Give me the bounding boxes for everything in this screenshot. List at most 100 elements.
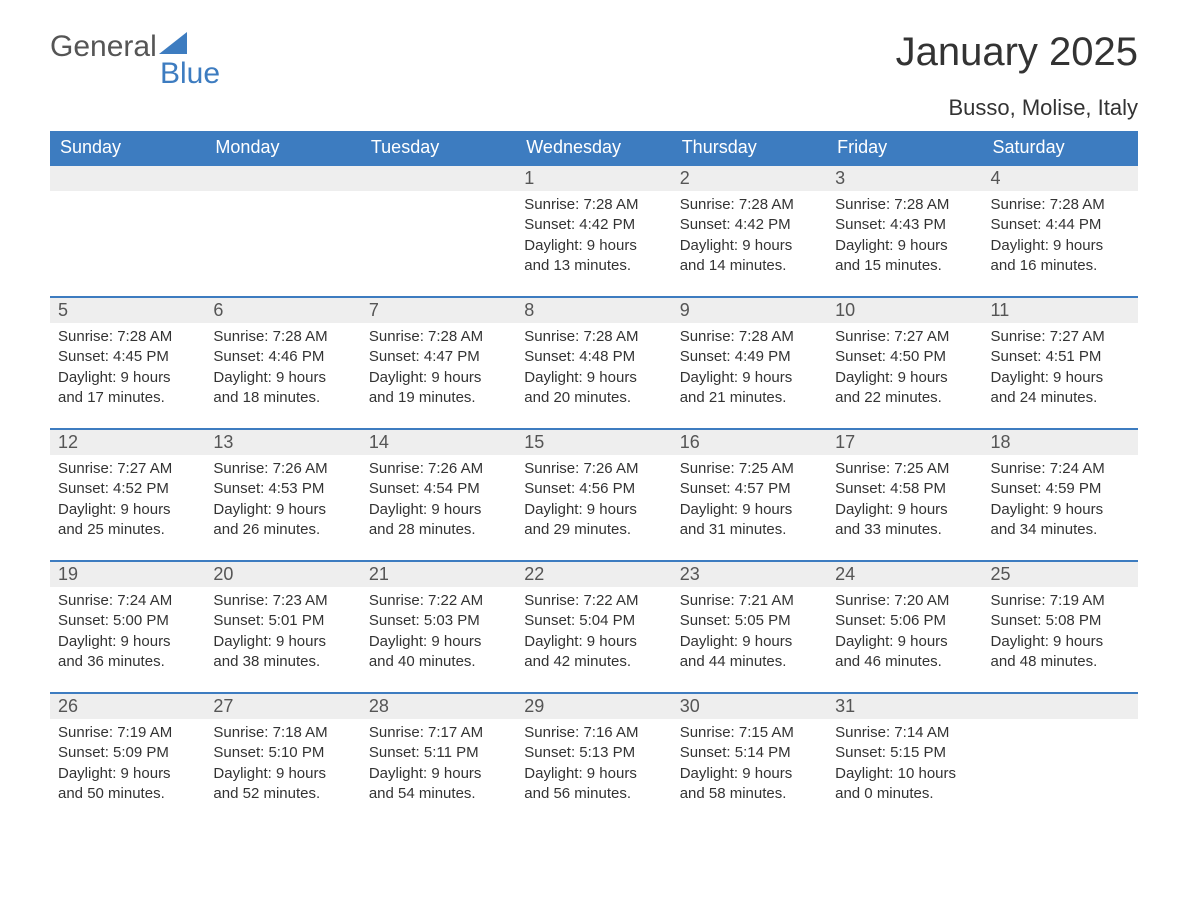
day-number: 20 [205, 560, 360, 587]
calendar-day-cell: 21Sunrise: 7:22 AMSunset: 5:03 PMDayligh… [361, 560, 516, 692]
day-body: Sunrise: 7:15 AMSunset: 5:14 PMDaylight:… [672, 719, 827, 812]
daylight-line: Daylight: 9 hours and 29 minutes. [524, 500, 663, 541]
daylight-line: Daylight: 9 hours and 44 minutes. [680, 632, 819, 673]
day-body: Sunrise: 7:28 AMSunset: 4:44 PMDaylight:… [983, 191, 1138, 284]
sunrise-line: Sunrise: 7:28 AM [835, 195, 974, 215]
calendar-day-cell: 2Sunrise: 7:28 AMSunset: 4:42 PMDaylight… [672, 164, 827, 296]
page-title: January 2025 [896, 30, 1138, 75]
day-body: Sunrise: 7:19 AMSunset: 5:08 PMDaylight:… [983, 587, 1138, 680]
logo: General Blue [50, 30, 220, 90]
empty-day-number [205, 164, 360, 191]
sunset-line: Sunset: 5:04 PM [524, 611, 663, 631]
header: General Blue January 2025 Busso, Molise,… [50, 30, 1138, 121]
calendar-day-cell: 31Sunrise: 7:14 AMSunset: 5:15 PMDayligh… [827, 692, 982, 824]
calendar-day-cell: 19Sunrise: 7:24 AMSunset: 5:00 PMDayligh… [50, 560, 205, 692]
sunset-line: Sunset: 4:52 PM [58, 479, 197, 499]
sunrise-line: Sunrise: 7:16 AM [524, 723, 663, 743]
weekday-header: Sunday [50, 131, 205, 164]
sunrise-line: Sunrise: 7:28 AM [991, 195, 1130, 215]
sunrise-line: Sunrise: 7:19 AM [991, 591, 1130, 611]
day-body: Sunrise: 7:22 AMSunset: 5:03 PMDaylight:… [361, 587, 516, 680]
day-number: 13 [205, 428, 360, 455]
sunrise-line: Sunrise: 7:28 AM [369, 327, 508, 347]
day-body: Sunrise: 7:22 AMSunset: 5:04 PMDaylight:… [516, 587, 671, 680]
day-number: 5 [50, 296, 205, 323]
day-number: 11 [983, 296, 1138, 323]
daylight-line: Daylight: 9 hours and 33 minutes. [835, 500, 974, 541]
sunset-line: Sunset: 4:51 PM [991, 347, 1130, 367]
calendar-day-cell: 29Sunrise: 7:16 AMSunset: 5:13 PMDayligh… [516, 692, 671, 824]
calendar-day-cell: 9Sunrise: 7:28 AMSunset: 4:49 PMDaylight… [672, 296, 827, 428]
day-body: Sunrise: 7:25 AMSunset: 4:57 PMDaylight:… [672, 455, 827, 548]
day-body: Sunrise: 7:20 AMSunset: 5:06 PMDaylight:… [827, 587, 982, 680]
sunset-line: Sunset: 5:09 PM [58, 743, 197, 763]
calendar-day-cell: 7Sunrise: 7:28 AMSunset: 4:47 PMDaylight… [361, 296, 516, 428]
sunset-line: Sunset: 5:11 PM [369, 743, 508, 763]
sunset-line: Sunset: 4:43 PM [835, 215, 974, 235]
calendar-week-row: 5Sunrise: 7:28 AMSunset: 4:45 PMDaylight… [50, 296, 1138, 428]
day-body: Sunrise: 7:28 AMSunset: 4:47 PMDaylight:… [361, 323, 516, 416]
sunrise-line: Sunrise: 7:27 AM [835, 327, 974, 347]
calendar-day-cell: 16Sunrise: 7:25 AMSunset: 4:57 PMDayligh… [672, 428, 827, 560]
sunrise-line: Sunrise: 7:28 AM [680, 195, 819, 215]
calendar-day-cell: 23Sunrise: 7:21 AMSunset: 5:05 PMDayligh… [672, 560, 827, 692]
daylight-line: Daylight: 9 hours and 58 minutes. [680, 764, 819, 805]
day-number: 31 [827, 692, 982, 719]
day-body: Sunrise: 7:24 AMSunset: 4:59 PMDaylight:… [983, 455, 1138, 548]
calendar-day-cell: 25Sunrise: 7:19 AMSunset: 5:08 PMDayligh… [983, 560, 1138, 692]
day-number: 28 [361, 692, 516, 719]
day-body: Sunrise: 7:16 AMSunset: 5:13 PMDaylight:… [516, 719, 671, 812]
calendar-day-cell: 26Sunrise: 7:19 AMSunset: 5:09 PMDayligh… [50, 692, 205, 824]
sunrise-line: Sunrise: 7:25 AM [835, 459, 974, 479]
calendar-week-row: 12Sunrise: 7:27 AMSunset: 4:52 PMDayligh… [50, 428, 1138, 560]
day-number: 16 [672, 428, 827, 455]
day-body: Sunrise: 7:26 AMSunset: 4:54 PMDaylight:… [361, 455, 516, 548]
sunset-line: Sunset: 5:10 PM [213, 743, 352, 763]
empty-day-number [983, 692, 1138, 719]
day-body: Sunrise: 7:19 AMSunset: 5:09 PMDaylight:… [50, 719, 205, 812]
sunrise-line: Sunrise: 7:25 AM [680, 459, 819, 479]
sunset-line: Sunset: 5:03 PM [369, 611, 508, 631]
day-number: 2 [672, 164, 827, 191]
day-number: 30 [672, 692, 827, 719]
day-body: Sunrise: 7:23 AMSunset: 5:01 PMDaylight:… [205, 587, 360, 680]
sunset-line: Sunset: 4:56 PM [524, 479, 663, 499]
sunset-line: Sunset: 4:54 PM [369, 479, 508, 499]
weekday-header: Saturday [983, 131, 1138, 164]
daylight-line: Daylight: 9 hours and 18 minutes. [213, 368, 352, 409]
sunset-line: Sunset: 4:44 PM [991, 215, 1130, 235]
calendar-table: SundayMondayTuesdayWednesdayThursdayFrid… [50, 131, 1138, 824]
day-body: Sunrise: 7:21 AMSunset: 5:05 PMDaylight:… [672, 587, 827, 680]
calendar-day-cell: 24Sunrise: 7:20 AMSunset: 5:06 PMDayligh… [827, 560, 982, 692]
day-number: 9 [672, 296, 827, 323]
day-number: 23 [672, 560, 827, 587]
day-number: 24 [827, 560, 982, 587]
day-number: 6 [205, 296, 360, 323]
day-number: 25 [983, 560, 1138, 587]
calendar-day-cell: 17Sunrise: 7:25 AMSunset: 4:58 PMDayligh… [827, 428, 982, 560]
day-body: Sunrise: 7:24 AMSunset: 5:00 PMDaylight:… [50, 587, 205, 680]
weekday-header: Monday [205, 131, 360, 164]
sail-icon [159, 32, 187, 54]
sunset-line: Sunset: 4:47 PM [369, 347, 508, 367]
sunrise-line: Sunrise: 7:26 AM [524, 459, 663, 479]
day-number: 8 [516, 296, 671, 323]
daylight-line: Daylight: 9 hours and 56 minutes. [524, 764, 663, 805]
daylight-line: Daylight: 9 hours and 52 minutes. [213, 764, 352, 805]
daylight-line: Daylight: 9 hours and 17 minutes. [58, 368, 197, 409]
empty-day-number [50, 164, 205, 191]
calendar-week-row: 19Sunrise: 7:24 AMSunset: 5:00 PMDayligh… [50, 560, 1138, 692]
day-number: 4 [983, 164, 1138, 191]
calendar-day-cell: 14Sunrise: 7:26 AMSunset: 4:54 PMDayligh… [361, 428, 516, 560]
sunrise-line: Sunrise: 7:28 AM [58, 327, 197, 347]
calendar-day-cell: 4Sunrise: 7:28 AMSunset: 4:44 PMDaylight… [983, 164, 1138, 296]
calendar-week-row: 1Sunrise: 7:28 AMSunset: 4:42 PMDaylight… [50, 164, 1138, 296]
day-body: Sunrise: 7:28 AMSunset: 4:42 PMDaylight:… [672, 191, 827, 284]
day-number: 18 [983, 428, 1138, 455]
empty-day-number [361, 164, 516, 191]
daylight-line: Daylight: 9 hours and 25 minutes. [58, 500, 197, 541]
calendar-day-cell: 20Sunrise: 7:23 AMSunset: 5:01 PMDayligh… [205, 560, 360, 692]
calendar-empty-cell [50, 164, 205, 296]
sunset-line: Sunset: 5:13 PM [524, 743, 663, 763]
title-block: January 2025 Busso, Molise, Italy [896, 30, 1138, 121]
